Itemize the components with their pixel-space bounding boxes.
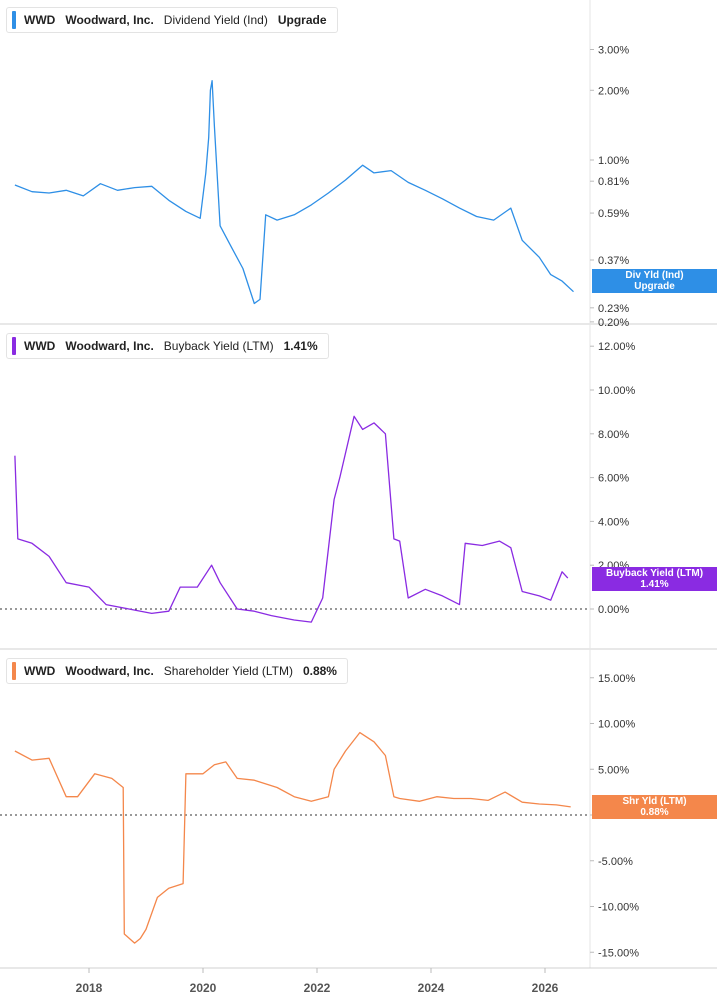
legend-metric: Dividend Yield (Ind) (163, 13, 268, 27)
value-tag-dividend: Div Yld (Ind) Upgrade (592, 269, 717, 293)
x-tick-label: 2022 (304, 981, 331, 995)
y-tick-label: 0.23% (598, 303, 629, 315)
legend-company: Woodward, Inc. (65, 664, 154, 678)
legend-swatch-buyback (12, 337, 16, 355)
y-tick-label: -10.00% (598, 902, 639, 914)
y-tick-label: 10.00% (598, 719, 636, 731)
value-tag-buyback: Buyback Yield (LTM) 1.41% (592, 567, 717, 591)
y-tick-label: 15.00% (598, 673, 636, 685)
y-tick-label: -5.00% (598, 856, 633, 868)
legend-metric: Buyback Yield (LTM) (163, 339, 274, 353)
y-tick-label: 3.00% (598, 44, 629, 56)
legend-dividend[interactable]: WWD Woodward, Inc. Dividend Yield (Ind) … (6, 7, 338, 33)
y-tick-label: 12.00% (598, 341, 636, 353)
value-tag-value: 1.41% (640, 579, 669, 590)
y-tick-label: 10.00% (598, 385, 636, 397)
legend-swatch-dividend (12, 11, 16, 29)
legend-value[interactable]: Upgrade (277, 13, 327, 27)
y-tick-label: 5.00% (598, 764, 629, 776)
legend-shareholder[interactable]: WWD Woodward, Inc. Shareholder Yield (LT… (6, 658, 348, 684)
legend-buyback[interactable]: WWD Woodward, Inc. Buyback Yield (LTM) 1… (6, 333, 329, 359)
y-tick-label: -15.00% (598, 947, 639, 959)
y-tick-label: 0.37% (598, 255, 629, 267)
y-tick-label: 0.20% (598, 317, 629, 329)
x-tick-label: 2026 (532, 981, 559, 995)
value-tag-value: 0.88% (640, 807, 669, 818)
series-line-shareholder (14, 731, 571, 944)
legend-value: 0.88% (302, 664, 337, 678)
legend-metric: Shareholder Yield (LTM) (163, 664, 293, 678)
value-tag-shareholder: Shr Yld (LTM) 0.88% (592, 795, 717, 819)
y-tick-label: 0.81% (598, 176, 629, 188)
y-tick-label: 0.59% (598, 208, 629, 220)
series-line-dividend (14, 80, 574, 305)
legend-value: 1.41% (283, 339, 318, 353)
legend-ticker: WWD (24, 664, 56, 678)
value-tag-label: Div Yld (Ind) (625, 270, 684, 281)
x-tick-label: 2024 (418, 981, 445, 995)
y-tick-label: 0.00% (598, 604, 629, 616)
y-tick-label: 1.00% (598, 155, 629, 167)
y-tick-label: 6.00% (598, 473, 629, 485)
legend-ticker: WWD (24, 339, 56, 353)
y-tick-label: 8.00% (598, 429, 629, 441)
legend-ticker: WWD (24, 13, 56, 27)
legend-swatch-shareholder (12, 662, 16, 680)
value-tag-label: Buyback Yield (LTM) (605, 568, 704, 579)
value-tag-label: Shr Yld (LTM) (622, 796, 687, 807)
x-tick-label: 2020 (190, 981, 217, 995)
value-tag-value: Upgrade (634, 281, 675, 292)
series-line-buyback (14, 415, 569, 623)
x-tick-label: 2018 (76, 981, 103, 995)
legend-company: Woodward, Inc. (65, 13, 154, 27)
y-tick-label: 2.00% (598, 85, 629, 97)
y-tick-label: 4.00% (598, 516, 629, 528)
legend-company: Woodward, Inc. (65, 339, 154, 353)
